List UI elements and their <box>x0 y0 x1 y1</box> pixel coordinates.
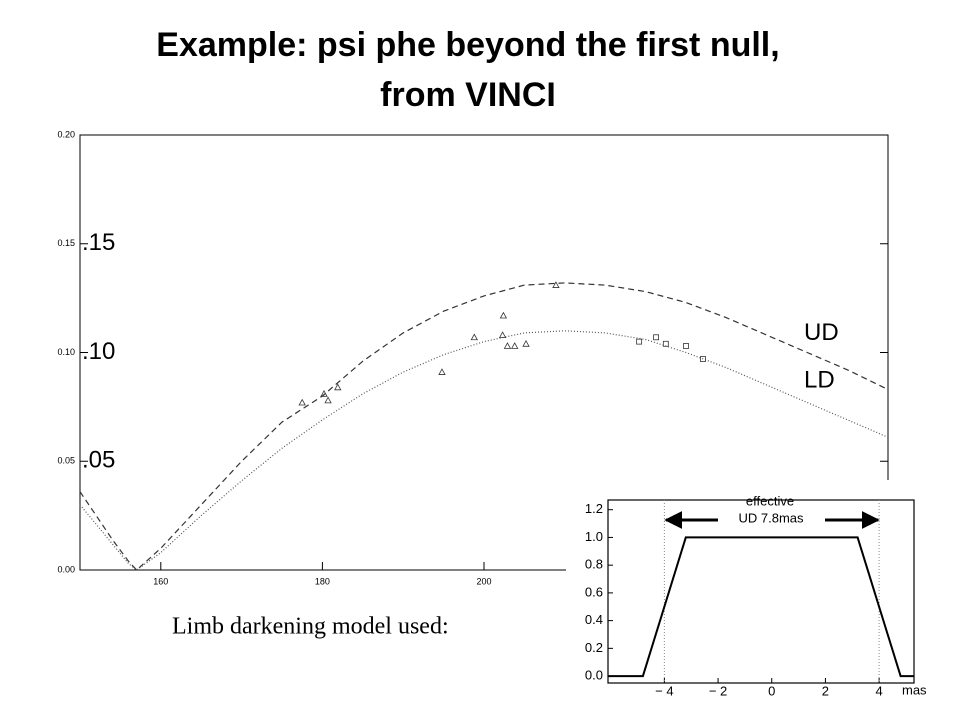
title-line: from VINCI <box>380 76 556 114</box>
x-tick-label: 0 <box>768 683 775 698</box>
y-tick-label: 0.6 <box>585 584 603 599</box>
triangle-marker <box>470 333 478 341</box>
triangle-marker <box>324 396 332 404</box>
triangle-marker <box>552 281 560 288</box>
square-marker <box>636 338 643 345</box>
y-tick-label: 0.15 <box>57 238 75 248</box>
triangle-marker <box>503 342 512 349</box>
x-axis-label: mas <box>902 682 927 697</box>
plot-frame <box>607 499 915 684</box>
y-tick-label-large: .15 <box>82 229 115 256</box>
x-tick-label: 200 <box>476 576 491 586</box>
inset-chart: 0.0 0.2 0.4 0.6 0.8 1.0 1.2 − 4 − 2 0 2 4 mas effecti… <box>585 493 927 698</box>
x-tick-label: − 4 <box>655 683 673 698</box>
annotation: effective <box>746 493 794 508</box>
triangle-marker <box>298 398 306 406</box>
inset-background <box>566 480 960 720</box>
y-tick-label: 0.0 <box>585 668 603 683</box>
triangle-marker <box>499 311 508 319</box>
square-marker <box>662 340 669 347</box>
y-tick-label: 1.2 <box>585 501 603 516</box>
triangle-marker <box>334 383 342 391</box>
x-tick-label: − 2 <box>709 683 727 698</box>
triangle-marker <box>511 342 519 349</box>
square-marker <box>700 356 706 362</box>
series-line <box>608 536 914 678</box>
title-line: Example: psi phe beyond the first null, <box>156 26 779 64</box>
y-tick-label: 0.4 <box>585 612 603 627</box>
y-tick-label: 0.20 <box>57 129 75 139</box>
x-tick-label: 2 <box>822 683 829 698</box>
x-tick-label: 160 <box>153 576 168 586</box>
triangle-marker <box>498 331 507 338</box>
triangle-marker <box>320 389 328 397</box>
y-tick-label: 0.10 <box>57 347 75 357</box>
triangle-marker <box>438 368 446 375</box>
x-tick-label: 4 <box>875 683 882 698</box>
triangle-marker <box>522 339 530 347</box>
y-tick-label: 0.00 <box>57 564 75 574</box>
y-tick-label: 0.2 <box>585 640 603 655</box>
annotation: UD 7.8mas <box>738 510 804 525</box>
caption: Limb darkening model used: <box>172 614 449 640</box>
y-tick-label: 0.05 <box>57 456 75 466</box>
series-line <box>79 330 889 571</box>
square-marker <box>653 334 660 341</box>
x-tick-label: 180 <box>315 576 330 586</box>
y-tick-label-large: .05 <box>82 447 115 474</box>
y-tick-label-large: .10 <box>82 338 115 365</box>
y-tick-label: 0.8 <box>585 557 603 572</box>
main-chart: 0.00 0.05 0.10 0.15 0.20 .05 .10 .15 160 180 200 UD… <box>57 129 889 586</box>
series-label: UD <box>804 319 839 346</box>
y-tick-label: 1.0 <box>585 529 603 544</box>
square-marker <box>683 343 689 349</box>
series-label: LD <box>804 367 835 394</box>
